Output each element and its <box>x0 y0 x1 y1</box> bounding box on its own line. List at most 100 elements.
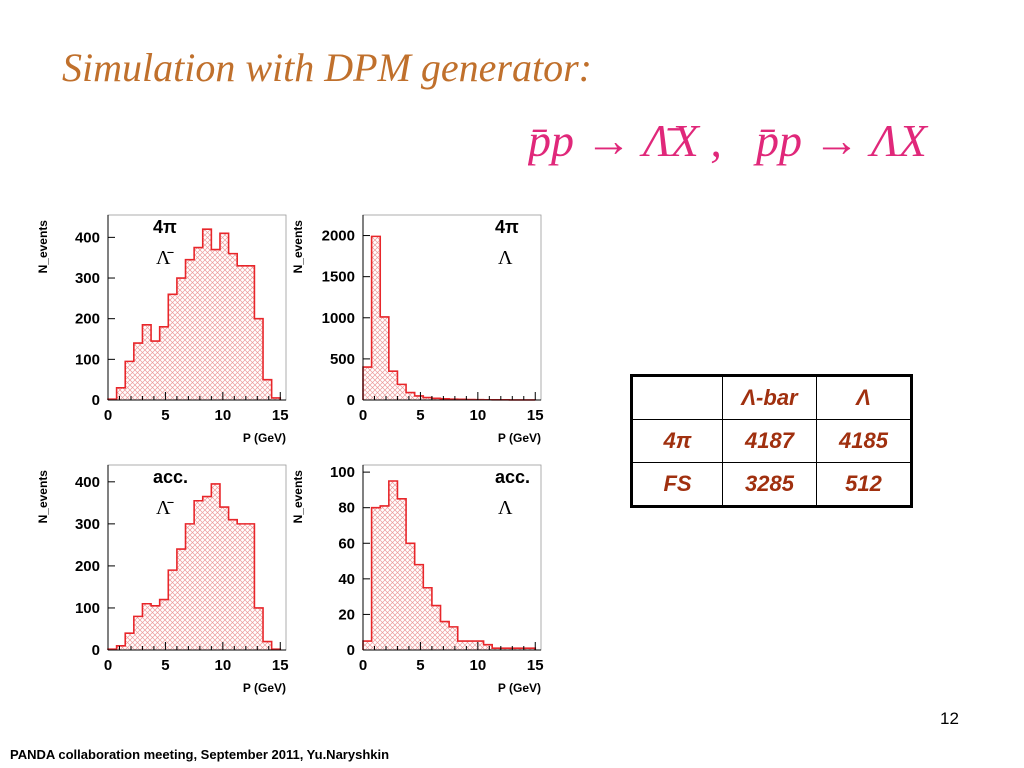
histogram-4pi-antilambda: 0 100 200 300 400 0 5 10 15 P (GeV) N_events 4π Λ̄ <box>20 205 320 455</box>
x-tick-label: 0 <box>359 657 367 674</box>
histogram-bar <box>185 259 195 400</box>
histogram-bar <box>397 498 407 650</box>
histogram-bar <box>219 507 229 650</box>
histogram-bar <box>363 641 372 650</box>
table-row-label: 4π <box>631 419 723 463</box>
histogram-bar <box>176 549 186 650</box>
histogram-bar <box>457 641 467 650</box>
page-number: 12 <box>940 709 959 728</box>
x-tick-label: 15 <box>527 657 544 674</box>
histogram-bar <box>380 505 389 650</box>
histogram-bar <box>371 507 381 650</box>
histogram-4pi-lambda: 0 500 1000 1500 2000 0 5 10 15 P (GeV) N_events 4π Λ <box>275 205 575 455</box>
y-tick-label: 1500 <box>322 269 355 286</box>
histogram-bar <box>388 481 398 650</box>
table-header-row: Λ-bar Λ <box>631 375 912 420</box>
histogram-bar <box>159 326 169 400</box>
histogram-bar <box>423 587 432 650</box>
histogram-bar <box>380 316 389 400</box>
histogram-bar <box>194 247 203 400</box>
plot-label-top: 4π <box>495 217 519 237</box>
yield-table: Λ-bar Λ 4π 4187 4185 FS 3285 512 <box>630 374 913 508</box>
table-cell: 512 <box>816 462 912 507</box>
y-tick-label: 200 <box>75 558 100 575</box>
histogram-bar <box>431 605 441 650</box>
histogram-bar <box>526 648 536 650</box>
x-tick-label: 15 <box>272 407 289 424</box>
y-axis-label: N_events <box>36 220 50 274</box>
plot-label-top: acc. <box>495 467 530 487</box>
histogram-bar <box>237 523 246 650</box>
x-tick-label: 10 <box>214 407 231 424</box>
y-tick-label: 400 <box>75 229 100 246</box>
histogram-bar <box>263 379 272 400</box>
histogram-bar <box>228 253 238 400</box>
y-tick-label: 20 <box>338 606 355 623</box>
histogram-bar <box>211 483 220 650</box>
table-cell: 4187 <box>722 419 817 463</box>
y-axis-label: N_events <box>291 470 305 524</box>
histogram-bar <box>116 387 126 400</box>
plot-label-bottom: Λ <box>498 497 513 519</box>
plot-label-top: 4π <box>153 217 177 237</box>
plot-label-bottom: Λ̄ <box>156 247 175 269</box>
table-header-cell: Λ <box>816 375 912 420</box>
x-tick-label: 10 <box>469 657 486 674</box>
histogram-bar <box>406 543 415 650</box>
x-axis-label: P (GeV) <box>498 431 541 445</box>
histogram-outline <box>362 480 537 650</box>
histogram-bar <box>518 648 527 650</box>
y-tick-label: 100 <box>75 351 100 368</box>
histogram-bar <box>228 519 238 650</box>
x-tick-label: 0 <box>359 407 367 424</box>
y-axis-label: N_events <box>291 220 305 274</box>
histogram-bar <box>159 599 169 650</box>
table-header-cell <box>631 375 723 420</box>
histogram-bar <box>414 564 424 650</box>
histogram-bar <box>133 616 143 650</box>
histogram-bar <box>245 265 255 400</box>
histogram-bar <box>406 392 415 400</box>
x-tick-label: 5 <box>161 657 169 674</box>
histogram-bar <box>194 500 203 650</box>
y-tick-label: 0 <box>347 392 355 409</box>
histogram-bar <box>185 523 195 650</box>
histogram-bar <box>431 398 441 400</box>
x-tick-label: 10 <box>469 407 486 424</box>
x-axis-label: P (GeV) <box>498 681 541 695</box>
histogram-bar <box>492 648 501 650</box>
x-tick-label: 5 <box>161 407 169 424</box>
table-row: FS 3285 512 <box>631 462 912 507</box>
y-tick-label: 100 <box>330 464 355 481</box>
histogram-bar <box>474 641 484 650</box>
histogram-bar <box>500 648 510 650</box>
histogram-bar <box>466 641 475 650</box>
histogram-bar <box>133 343 143 400</box>
histogram-bar <box>397 384 407 400</box>
y-tick-label: 0 <box>92 392 100 409</box>
y-tick-label: 2000 <box>322 228 355 245</box>
histogram-bar <box>254 607 264 650</box>
histogram-bar <box>509 648 519 650</box>
histogram-acc-lambda: 0 20 40 60 80 100 0 5 10 15 P (GeV) N_events acc. Λ <box>275 455 575 705</box>
histogram-bar <box>423 397 432 400</box>
x-tick-label: 5 <box>416 407 424 424</box>
histogram-bar <box>237 265 246 400</box>
table-row-label: FS <box>631 462 723 507</box>
formula-part-antilambda: p̄p → Λ̄X , <box>528 115 722 166</box>
histogram-bar <box>142 603 152 650</box>
histogram-bar <box>125 361 134 400</box>
slide-title: Simulation with DPM generator: <box>62 45 592 90</box>
histogram-outline <box>107 228 282 400</box>
y-tick-label: 500 <box>330 351 355 368</box>
histogram-bar <box>414 395 424 400</box>
histogram-bar <box>271 397 281 400</box>
histogram-bar <box>483 644 493 650</box>
y-tick-label: 200 <box>75 311 100 328</box>
histogram-bar <box>211 249 220 400</box>
table-row: 4π 4187 4185 <box>631 419 912 463</box>
x-axis-label: P (GeV) <box>243 681 286 695</box>
y-tick-label: 0 <box>347 642 355 659</box>
y-tick-label: 40 <box>338 571 355 588</box>
histogram-bar <box>202 496 212 650</box>
